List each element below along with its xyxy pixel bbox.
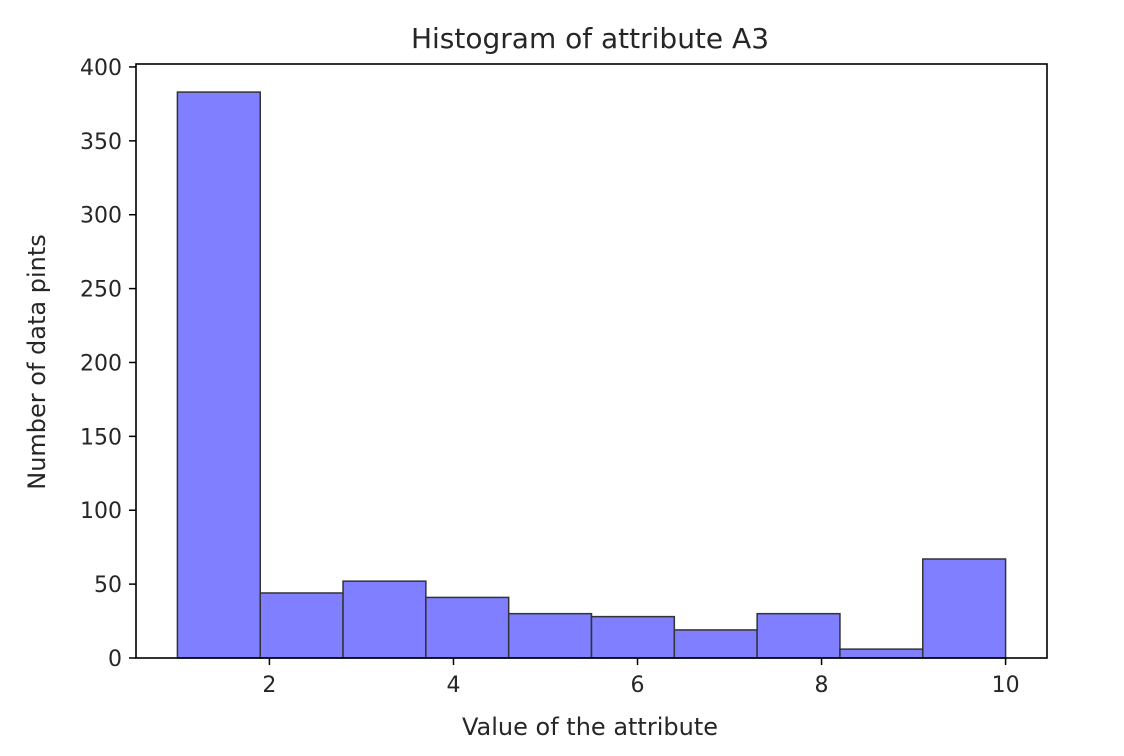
histogram-bar — [507, 612, 593, 659]
x-axis-title: Value of the attribute — [462, 713, 718, 741]
histogram-bar — [673, 629, 758, 659]
histogram-bar — [922, 558, 1007, 659]
histogram-bar — [342, 580, 427, 659]
histogram-bar — [756, 612, 841, 659]
y-tick-label: 400 — [80, 56, 122, 81]
plot-frame — [135, 63, 1048, 659]
y-tick-label: 250 — [80, 278, 122, 303]
bars-group — [176, 91, 1007, 659]
y-tick-label: 0 — [108, 647, 122, 672]
histogram-bar — [590, 615, 676, 659]
y-axis-title: Number of data pints — [23, 234, 51, 490]
x-tick-label: 2 — [262, 673, 276, 698]
x-tick-label: 4 — [446, 673, 460, 698]
y-tick-label: 350 — [80, 130, 122, 155]
y-tick-label: 50 — [94, 573, 122, 598]
x-tick-label: 6 — [631, 673, 645, 698]
histogram-bar — [176, 91, 261, 659]
y-tick-label: 200 — [80, 351, 122, 376]
x-tick-label: 8 — [815, 673, 829, 698]
histogram-bar — [839, 648, 924, 659]
x-tick-label: 10 — [992, 673, 1020, 698]
histogram-bar — [259, 592, 344, 659]
chart-title: Histogram of attribute A3 — [411, 22, 769, 55]
y-tick-label: 100 — [80, 499, 122, 524]
histogram-bar — [425, 596, 510, 659]
y-tick-label: 300 — [80, 204, 122, 229]
x-axis: 2 4 6 8 10 — [262, 658, 1020, 698]
y-axis: 0 50 100 150 200 250 300 350 400 — [80, 56, 136, 672]
y-tick-label: 150 — [80, 425, 122, 450]
